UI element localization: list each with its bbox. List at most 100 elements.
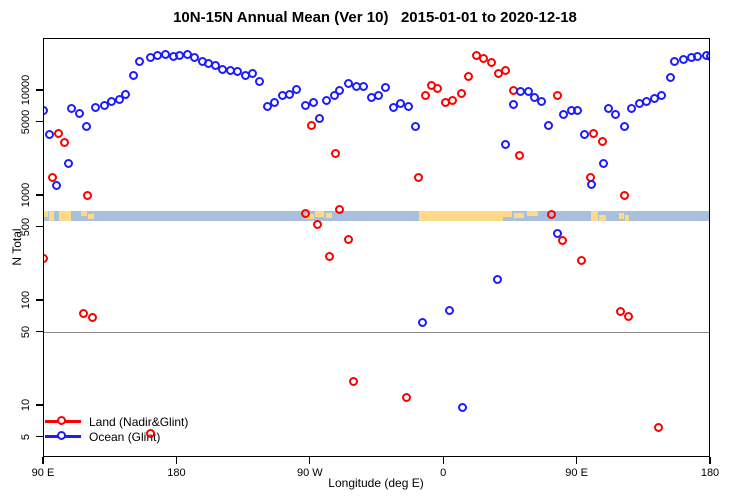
- data-point-ocean: [670, 56, 680, 66]
- y-axis-tick: [36, 331, 43, 333]
- data-point-ocean: [52, 180, 62, 190]
- data-point-land: [448, 96, 458, 106]
- legend-item-land: Land (Nadir&Glint): [45, 414, 188, 429]
- data-point-ocean: [418, 317, 428, 327]
- x-tick-label: 90 E: [31, 467, 55, 479]
- data-point-ocean: [292, 84, 302, 94]
- data-point-ocean: [120, 89, 130, 99]
- data-point-ocean: [544, 121, 554, 131]
- land-patch: [590, 211, 599, 222]
- data-point-ocean: [44, 130, 54, 140]
- data-point-ocean: [559, 109, 569, 119]
- data-point-land: [87, 312, 97, 322]
- data-point-ocean: [308, 97, 318, 107]
- land-patch: [49, 211, 54, 222]
- data-point-ocean: [270, 97, 280, 107]
- land-patch: [599, 214, 606, 222]
- data-point-land: [307, 121, 317, 130]
- data-point-land: [588, 128, 598, 138]
- data-point-land: [59, 138, 69, 148]
- data-point-ocean: [553, 228, 563, 238]
- land-patch: [88, 214, 95, 220]
- data-point-ocean: [359, 82, 369, 92]
- data-point-land: [414, 172, 423, 182]
- legend-label-land: Land (Nadir&Glint): [89, 414, 189, 429]
- y-tick-label: 1000: [20, 182, 32, 208]
- x-tick-label: 0: [440, 467, 447, 479]
- x-tick-label: 90 E: [565, 467, 588, 479]
- data-point-ocean: [81, 121, 91, 131]
- legend-circle-icon: [57, 415, 66, 425]
- plot-area: Land (Nadir&Glint) Ocean (Glint): [43, 38, 710, 457]
- land-patch: [315, 211, 325, 217]
- data-point-ocean: [90, 102, 100, 112]
- legend-key-land: [45, 415, 81, 427]
- data-point-land: [79, 308, 89, 318]
- data-point-ocean: [233, 66, 243, 76]
- data-point-land: [421, 90, 431, 100]
- data-point-ocean: [129, 70, 139, 80]
- data-point-land: [348, 376, 358, 386]
- data-point-ocean: [388, 102, 398, 112]
- data-point-ocean: [627, 103, 637, 113]
- data-point-land: [514, 151, 524, 161]
- legend: Land (Nadir&Glint) Ocean (Glint): [45, 414, 188, 444]
- data-point-ocean: [74, 109, 84, 119]
- data-point-ocean: [99, 100, 109, 110]
- y-tick-label: 100: [20, 290, 32, 310]
- y-tick-label: 10000: [20, 74, 32, 106]
- data-point-land: [620, 191, 630, 200]
- x-axis-tick: [42, 457, 44, 464]
- y-axis-tick: [36, 404, 43, 406]
- data-point-land: [145, 429, 155, 439]
- data-point-ocean: [373, 90, 383, 100]
- legend-circle-icon: [57, 430, 66, 440]
- land-patch: [513, 212, 525, 218]
- data-point-land: [624, 312, 634, 322]
- land-patch: [625, 214, 630, 222]
- reference-line-50: [44, 331, 709, 334]
- data-point-ocean: [523, 87, 533, 97]
- x-axis-tick: [442, 457, 444, 464]
- data-point-ocean: [285, 89, 295, 99]
- data-point-land: [402, 392, 412, 402]
- data-point-ocean: [501, 139, 511, 149]
- data-point-ocean: [44, 105, 48, 115]
- data-point-land: [44, 254, 48, 264]
- data-point-land: [577, 256, 587, 266]
- data-point-ocean: [335, 85, 345, 95]
- data-point-land: [83, 191, 93, 200]
- data-point-land: [344, 234, 354, 244]
- data-point-ocean: [458, 403, 468, 413]
- land-patch: [325, 213, 332, 219]
- data-point-land: [53, 128, 63, 138]
- data-point-ocean: [135, 56, 145, 66]
- data-point-land: [301, 209, 311, 219]
- y-tick-label: 10: [20, 398, 32, 412]
- data-point-land: [553, 91, 563, 101]
- data-point-ocean: [314, 114, 324, 124]
- y-axis-tick: [36, 226, 43, 228]
- latitude-map-strip: [44, 211, 709, 222]
- y-axis-tick: [36, 121, 43, 123]
- data-point-land: [597, 137, 607, 147]
- land-patch: [306, 213, 314, 219]
- data-point-land: [456, 89, 466, 99]
- data-point-land: [654, 422, 664, 432]
- x-axis-tick: [709, 457, 711, 464]
- data-point-ocean: [160, 50, 170, 60]
- land-patch: [527, 211, 538, 216]
- data-point-land: [464, 71, 474, 81]
- data-point-land: [557, 236, 567, 246]
- legend-item-ocean: Ocean (Glint): [45, 429, 188, 444]
- land-patch: [419, 211, 504, 222]
- data-point-ocean: [322, 95, 332, 105]
- x-tick-label: 90 W: [296, 467, 323, 479]
- x-axis-tick: [576, 457, 578, 464]
- y-axis-tick: [36, 299, 43, 301]
- data-point-land: [325, 252, 335, 262]
- data-point-ocean: [64, 159, 74, 169]
- data-point-ocean: [537, 96, 547, 106]
- data-point-ocean: [381, 82, 391, 92]
